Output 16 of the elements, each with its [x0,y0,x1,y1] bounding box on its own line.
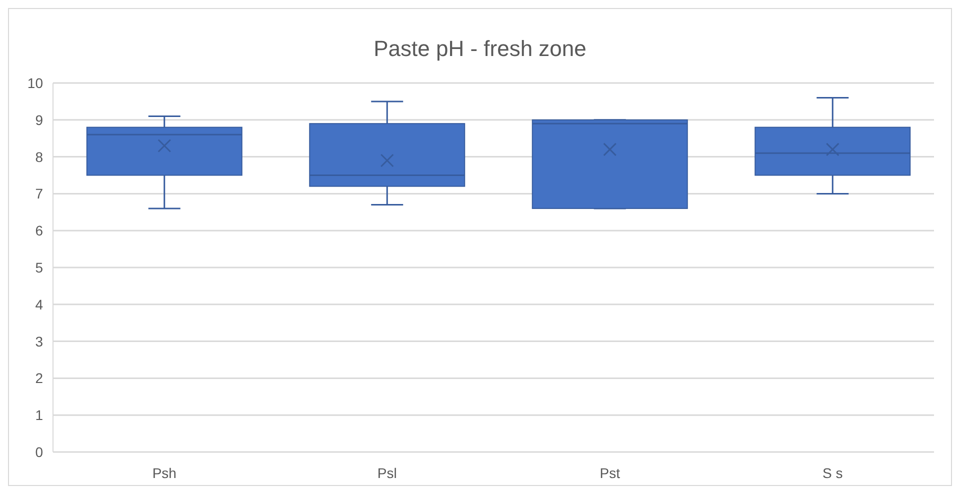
y-tick-label: 0 [35,444,44,460]
x-tick-label: Pst [600,465,620,481]
y-tick-label: 4 [35,296,44,312]
y-tick-label: 8 [35,148,44,165]
y-tick-label: 9 [35,112,44,128]
y-tick-label: 1 [35,407,44,424]
x-tick-label: Psl [377,465,397,481]
y-tick-label: 5 [35,260,44,276]
y-tick-label: 3 [35,333,44,350]
x-tick-label: S s [822,465,843,481]
y-tick-label: 6 [35,222,44,239]
chart-title: Paste pH - fresh zone [374,36,586,61]
y-tick-label: 10 [27,75,44,91]
x-tick-label: Psh [152,465,176,481]
y-tick-label: 7 [35,186,44,202]
y-tick-label: 2 [35,370,44,386]
